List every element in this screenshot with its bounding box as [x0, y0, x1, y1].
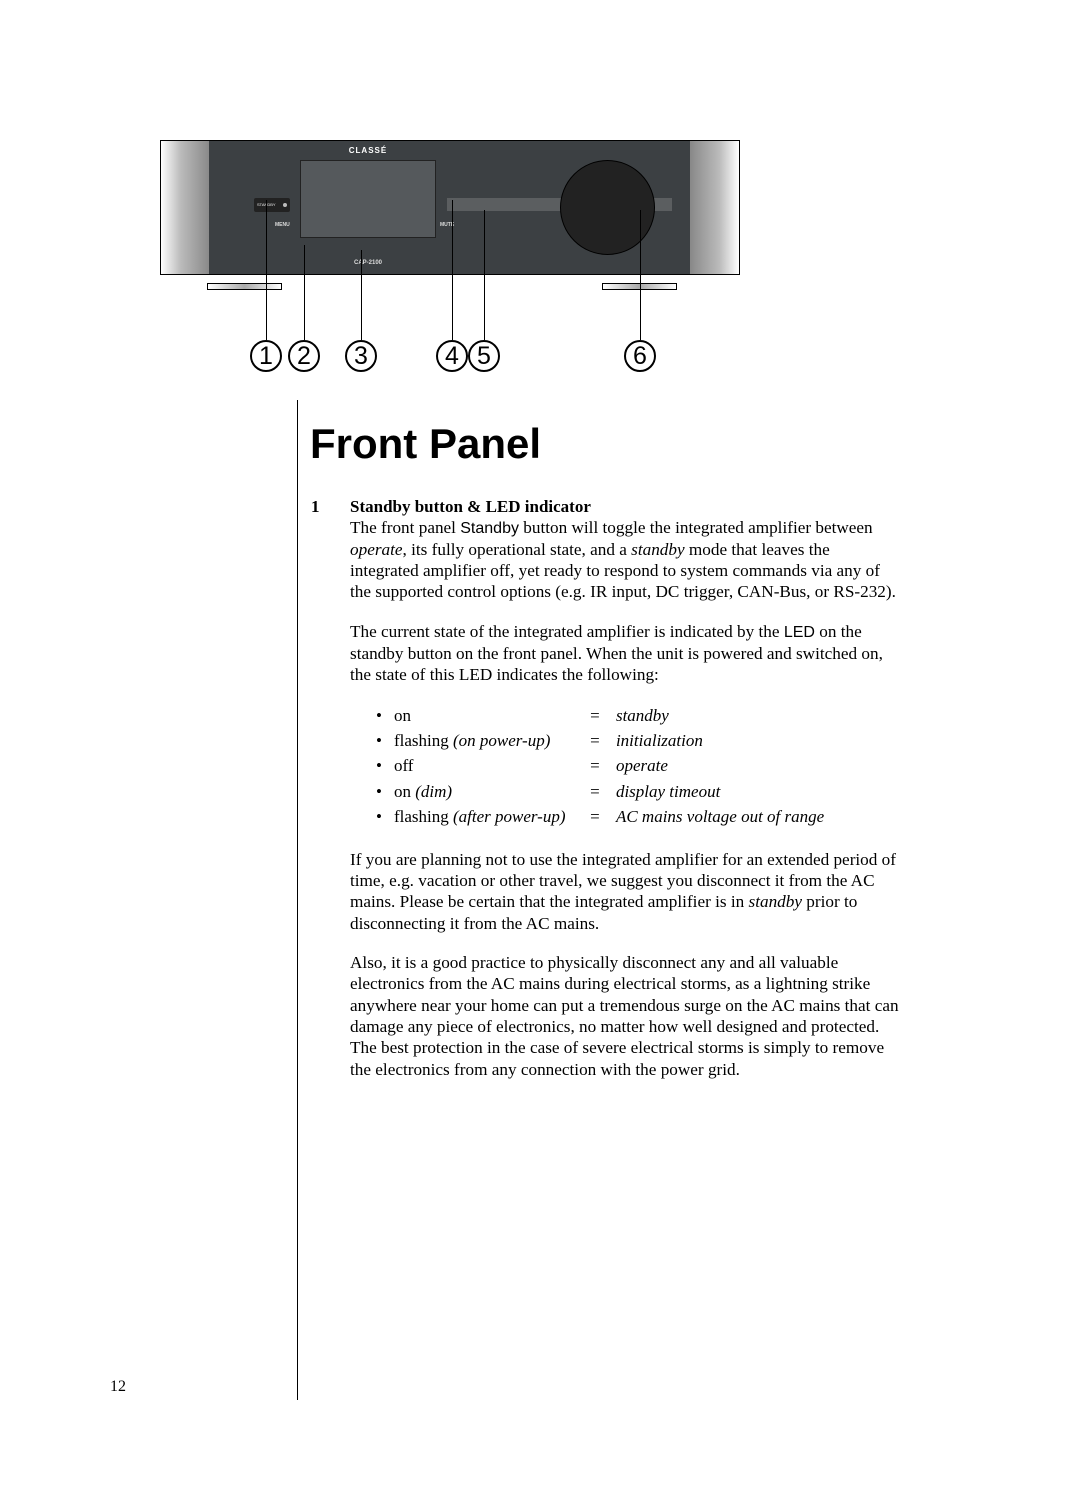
page-number: 12: [110, 1378, 126, 1396]
text: The front panel: [350, 518, 460, 537]
led-state-row: •flashing (after power-up)=AC mains volt…: [376, 806, 834, 829]
bullet: •: [376, 755, 392, 778]
ui-term: LED: [784, 624, 815, 641]
led-meaning: AC mains voltage out of range: [616, 806, 834, 829]
emph: standby: [631, 540, 684, 559]
led-state: flashing (after power-up): [394, 806, 584, 829]
brand-label: CLASSÉ: [300, 146, 436, 155]
led-state: on: [394, 705, 584, 728]
page-title: Front Panel: [310, 420, 541, 468]
callout-4: 4: [436, 340, 468, 372]
led-state: flashing (on power-up): [394, 730, 584, 753]
bullet: •: [376, 781, 392, 804]
equals: =: [586, 730, 614, 753]
led-state-row: •off=operate: [376, 755, 834, 778]
equals: =: [586, 781, 614, 804]
callout-leader: [361, 250, 362, 340]
led-meaning: initialization: [616, 730, 834, 753]
lcd-screen: [300, 160, 436, 238]
callout-leader: [640, 210, 641, 340]
led-state-row: •flashing (on power-up)=initialization: [376, 730, 834, 753]
chassis-endcap-left: [160, 140, 210, 275]
ui-term: Standby: [460, 520, 519, 537]
amplifier-chassis: CLASSÉ CAP-2100 STANDBY MENU MUTE: [160, 140, 740, 275]
led-meaning: standby: [616, 705, 834, 728]
text: button will toggle the integrated amplif…: [519, 518, 873, 537]
emph: operate: [350, 540, 403, 559]
led-state-row: •on=standby: [376, 705, 834, 728]
section-heading: Standby button & LED indicator: [350, 497, 591, 517]
paragraph-2: The current state of the integrated ampl…: [350, 621, 900, 685]
vertical-divider: [297, 400, 298, 1400]
led-state: on (dim): [394, 781, 584, 804]
bullet: •: [376, 730, 392, 753]
text: The current state of the integrated ampl…: [350, 622, 784, 641]
standby-button: STANDBY: [254, 198, 290, 212]
led-state-table: •on=standby•flashing (on power-up)=initi…: [374, 703, 836, 830]
equals: =: [586, 705, 614, 728]
bullet: •: [376, 705, 392, 728]
callout-leader: [484, 210, 485, 340]
text: , its fully operational state, and a: [403, 540, 632, 559]
led-meaning: operate: [616, 755, 834, 778]
chassis-foot-left: [207, 283, 282, 290]
paragraph-4: Also, it is a good practice to physicall…: [350, 952, 900, 1080]
menu-button-label: MENU: [275, 222, 290, 228]
equals: =: [586, 755, 614, 778]
bullet: •: [376, 806, 392, 829]
callout-5: 5: [468, 340, 500, 372]
chassis-endcap-right: [690, 140, 740, 275]
paragraph-3: If you are planning not to use the integ…: [350, 849, 900, 934]
front-panel-diagram: CLASSÉ CAP-2100 STANDBY MENU MUTE 123 45 6: [160, 130, 920, 380]
callout-2: 2: [288, 340, 320, 372]
callout-6: 6: [624, 340, 656, 372]
standby-led-icon: [283, 203, 287, 207]
callout-1: 1: [250, 340, 282, 372]
callout-leader: [266, 200, 267, 340]
emph: standby: [749, 892, 802, 911]
equals: =: [586, 806, 614, 829]
model-label: CAP-2100: [300, 260, 436, 266]
callout-leader: [452, 200, 453, 340]
section-number: 1: [311, 497, 320, 517]
body-column: The front panel Standby button will togg…: [350, 517, 900, 1098]
callout-3: 3: [345, 340, 377, 372]
callout-leader: [304, 245, 305, 340]
paragraph-1: The front panel Standby button will togg…: [350, 517, 900, 603]
led-meaning: display timeout: [616, 781, 834, 804]
led-state-row: •on (dim)=display timeout: [376, 781, 834, 804]
led-state: off: [394, 755, 584, 778]
